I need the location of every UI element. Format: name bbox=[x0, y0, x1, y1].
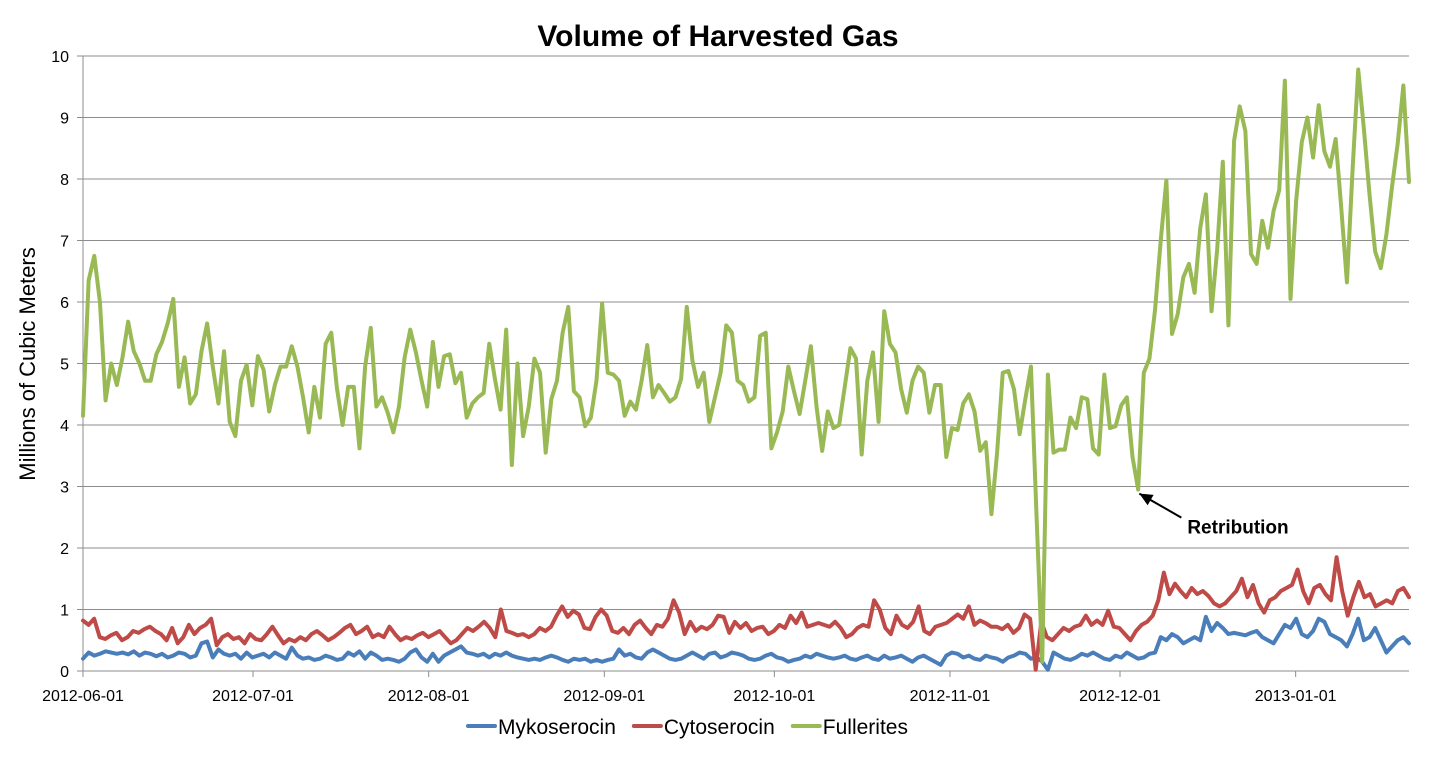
y-tick-label: 5 bbox=[60, 357, 69, 374]
y-tick-label: 9 bbox=[60, 111, 69, 128]
series-lines bbox=[81, 67, 1411, 672]
x-tick-label: 2012-07-01 bbox=[212, 688, 294, 705]
annotations: Retribution bbox=[1138, 492, 1289, 539]
y-axis-label: Millions of Cubic Meters bbox=[15, 247, 40, 481]
y-tick-label: 10 bbox=[51, 49, 69, 66]
legend-label-mykoserocin: Mykoserocin bbox=[498, 716, 616, 739]
y-tick-label: 7 bbox=[60, 234, 69, 251]
annotation-arrowhead bbox=[1139, 493, 1154, 506]
y-tick-label: 4 bbox=[60, 418, 69, 435]
series-line-cytoserocin bbox=[81, 555, 1411, 672]
x-tick-label: 2012-10-01 bbox=[733, 688, 815, 705]
y-tick-label: 8 bbox=[60, 172, 69, 189]
x-tick-label: 2012-12-01 bbox=[1079, 688, 1161, 705]
y-tick-label: 1 bbox=[60, 603, 69, 620]
x-tick-label: 2012-08-01 bbox=[388, 688, 470, 705]
legend-label-fullerites: Fullerites bbox=[823, 716, 908, 739]
annotation-label: Retribution bbox=[1187, 518, 1288, 539]
chart-title: Volume of Harvested Gas bbox=[537, 20, 898, 53]
series-line-fullerites bbox=[81, 67, 1411, 664]
legend-label-cytoserocin: Cytoserocin bbox=[664, 716, 775, 739]
y-tick-label: 3 bbox=[60, 480, 69, 497]
y-tick-label: 6 bbox=[60, 295, 69, 312]
x-tick-label: 2012-11-01 bbox=[910, 688, 991, 705]
axes: 0 1 2 3 4 5 6 7 8 9 10 2012-06-01 2012-07-01 2012-08-… bbox=[42, 49, 1409, 705]
y-tick-label: 0 bbox=[60, 664, 69, 681]
x-tick-label: 2012-09-01 bbox=[563, 688, 645, 705]
gridlines bbox=[83, 55, 1409, 610]
series-line-mykoserocin bbox=[81, 614, 1411, 672]
x-tick-label: 2012-06-01 bbox=[42, 688, 124, 705]
legend: Mykoserocin Cytoserocin Fullerites bbox=[466, 716, 908, 739]
x-tick-label: 2013-01-01 bbox=[1255, 688, 1337, 705]
y-tick-label: 2 bbox=[60, 541, 69, 558]
